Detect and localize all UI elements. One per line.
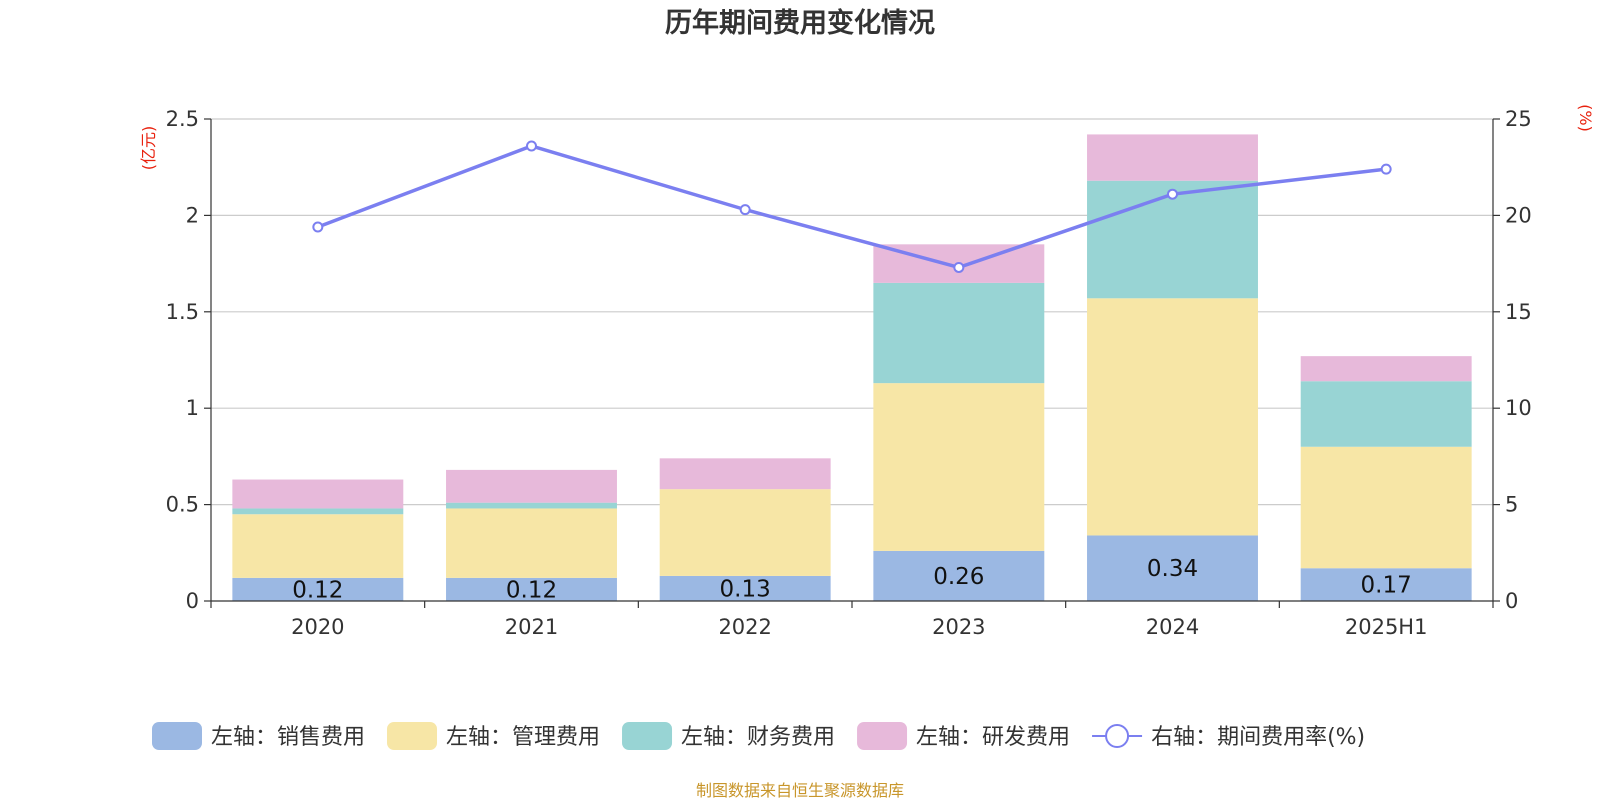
left-axis-tick-label: 0 [186,589,199,613]
x-axis-tick-label: 2021 [505,615,558,639]
bar-segment [446,469,617,503]
left-axis-tick-label: 1 [186,396,199,420]
bars [232,134,1472,601]
right-axis-tick-label: 10 [1505,396,1532,420]
bar-segment [232,577,404,601]
legend-circle-marker [1105,724,1130,748]
rate-line-point [526,140,537,152]
bar-data-label: 0.12 [506,577,557,603]
bar-segment [873,550,1045,601]
bar-data-label: 0.34 [1147,556,1198,582]
bar-data-label: 0.17 [1361,573,1412,599]
rate-line-path [317,144,1387,270]
bar-segment [232,479,404,509]
rate-line-point [1167,188,1178,200]
bar-segment [446,577,617,601]
bar-segment [232,508,404,515]
rate-line-point [1380,163,1392,175]
left-axis-tick-label: 2.5 [166,107,199,131]
bar-segment [1300,568,1472,601]
bar-segment [446,502,617,509]
bar-segment [1087,298,1258,536]
axes: 0 0.5 1 1.5 2 2.5 0 5 10 15 20 25 2020 2021 2022 2023 20… [166,107,1532,639]
bar-segment [1300,356,1472,382]
bar-segment [659,575,831,601]
bar-segment [873,383,1045,551]
gridlines [211,118,1493,506]
source-note: 制图数据来自恒生聚源数据库 [696,781,904,800]
rate-line [312,140,1392,273]
left-axis-tick-label: 1.5 [166,300,199,324]
x-axis-tick-label: 2023 [932,615,985,639]
bar-data-label: 0.12 [292,577,343,603]
bar-segment [1087,535,1258,601]
bar-segment [1087,180,1258,299]
bar-segment [659,458,831,490]
bar-segment [232,514,404,578]
rate-line-point [953,261,965,273]
legend-label: 左轴：管理费用 [446,725,600,750]
legend-label: 左轴：销售费用 [211,725,365,750]
rate-line-point [312,221,324,233]
x-axis-tick-label: 2024 [1146,615,1199,639]
x-axis-tick-label: 2025H1 [1345,615,1428,639]
legend-label: 右轴：期间费用率(%) [1151,725,1365,750]
right-axis-tick-label: 20 [1505,203,1532,227]
bar-data-label: 0.13 [720,576,771,602]
bar-data-label: 0.26 [933,564,984,590]
bar-segment [659,489,831,576]
bar-segment [1300,446,1472,569]
bar-segment [1300,381,1472,447]
legend-swatch [387,722,438,750]
bar-segment [1087,134,1258,181]
legend-swatch [622,722,673,750]
legend-swatch [857,722,908,750]
right-axis-tick-label: 0 [1505,589,1518,613]
x-axis-tick-label: 2022 [718,615,771,639]
legend-label: 左轴：研发费用 [916,725,1070,750]
legend-swatch [152,722,202,750]
left-axis-unit: (亿元) [139,126,158,171]
left-axis-tick-label: 0.5 [166,493,199,517]
bar-segment [873,282,1045,384]
rate-line-point [739,204,751,216]
right-axis-unit: (%) [1576,104,1595,132]
right-axis-tick-label: 15 [1505,300,1532,324]
x-axis-tick-label: 2020 [291,615,344,639]
bar-segment [446,508,617,578]
left-axis-tick-label: 2 [186,203,199,227]
data-labels: 0.12 0.12 0.13 0.26 0.34 0.17 [292,556,1412,603]
right-axis-tick-label: 25 [1505,107,1532,131]
chart-title: 历年期间费用变化情况 [665,7,935,39]
legend: 左轴：销售费用 左轴：管理费用 左轴：财务费用 左轴：研发费用 右轴：期间费用率(%) [152,722,1365,750]
right-axis-tick-label: 5 [1505,493,1518,517]
legend-label: 左轴：财务费用 [681,725,835,750]
